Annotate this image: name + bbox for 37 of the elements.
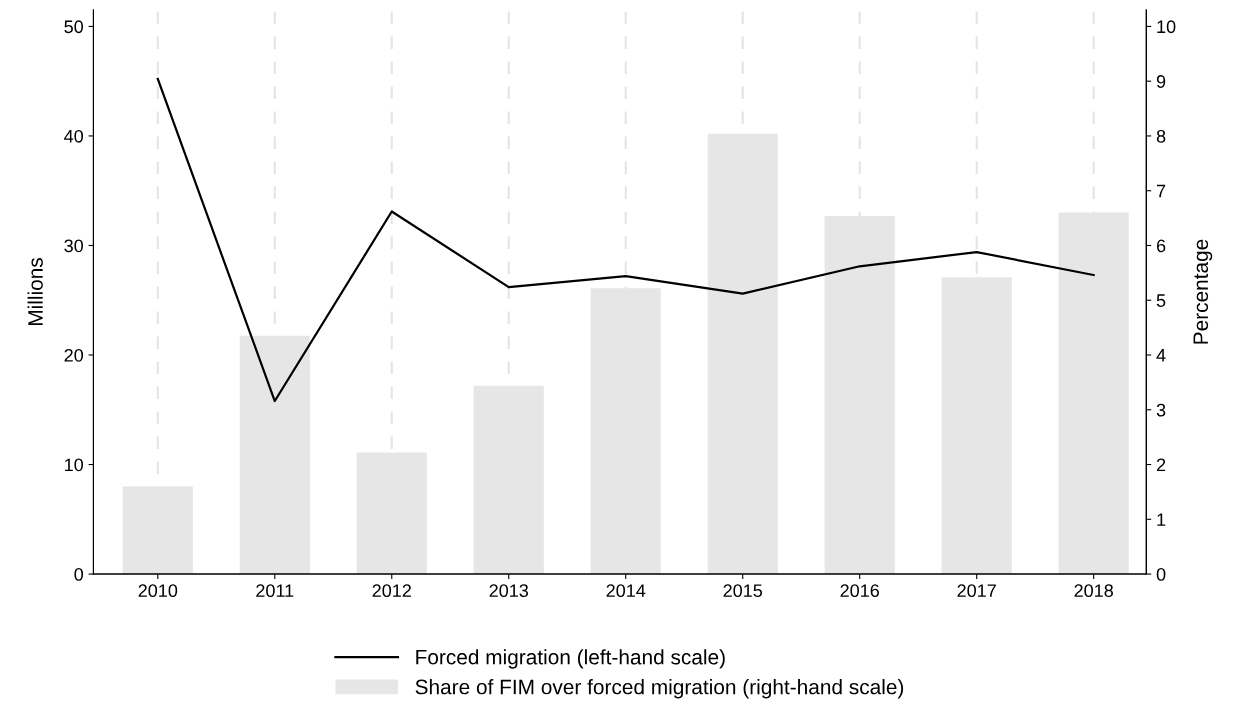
- y2-tick-label: 6: [1156, 239, 1166, 253]
- y2-tick-label: 8: [1156, 129, 1166, 143]
- y2-tick-label: 0: [1156, 567, 1166, 581]
- line-series: [156, 77, 1095, 403]
- y-tick-label: 50: [64, 20, 84, 34]
- y2-tick-label: 2: [1156, 458, 1166, 472]
- x-tick-label: 2013: [489, 584, 529, 598]
- x-tick-label: 2012: [372, 584, 411, 598]
- y2-tick-label: 5: [1156, 294, 1166, 307]
- x-tick-label: 2018: [1074, 584, 1113, 598]
- y-tick-label: 30: [64, 239, 84, 253]
- y-axis-title: Millions: [27, 258, 43, 326]
- x-tick-label: 2017: [957, 584, 996, 598]
- x-tick-label: 2015: [723, 584, 763, 598]
- y2-tick-label: 7: [1156, 184, 1166, 198]
- bar: [356, 452, 427, 575]
- x-tick-label: 2011: [256, 584, 294, 598]
- legend-label: Share of FIM over forced migration (right-hand scale): [415, 679, 904, 699]
- y-tick-label: 0: [74, 567, 84, 581]
- y2-tick-label: 9: [1156, 75, 1166, 88]
- legend-label: Forced migration (left-hand scale): [416, 649, 725, 669]
- y2-tick-label: 10: [1157, 20, 1176, 34]
- bar: [122, 486, 193, 575]
- bar: [473, 385, 544, 575]
- y2-tick-label: 1: [1157, 513, 1166, 526]
- bar: [239, 335, 310, 575]
- bar: [707, 133, 778, 575]
- y2-tick-label: 4: [1156, 349, 1166, 362]
- bar: [941, 277, 1012, 575]
- y2-axis-title: Percentage: [1193, 239, 1213, 344]
- y-tick-label: 40: [64, 129, 84, 143]
- y2-tick-label: 3: [1156, 403, 1166, 417]
- y-tick-label: 20: [64, 348, 84, 362]
- x-tick-label: 2016: [840, 584, 879, 598]
- x-tick-label: 2014: [606, 584, 646, 598]
- x-tick-label: 2010: [138, 584, 178, 598]
- y-tick-label: 10: [65, 458, 84, 472]
